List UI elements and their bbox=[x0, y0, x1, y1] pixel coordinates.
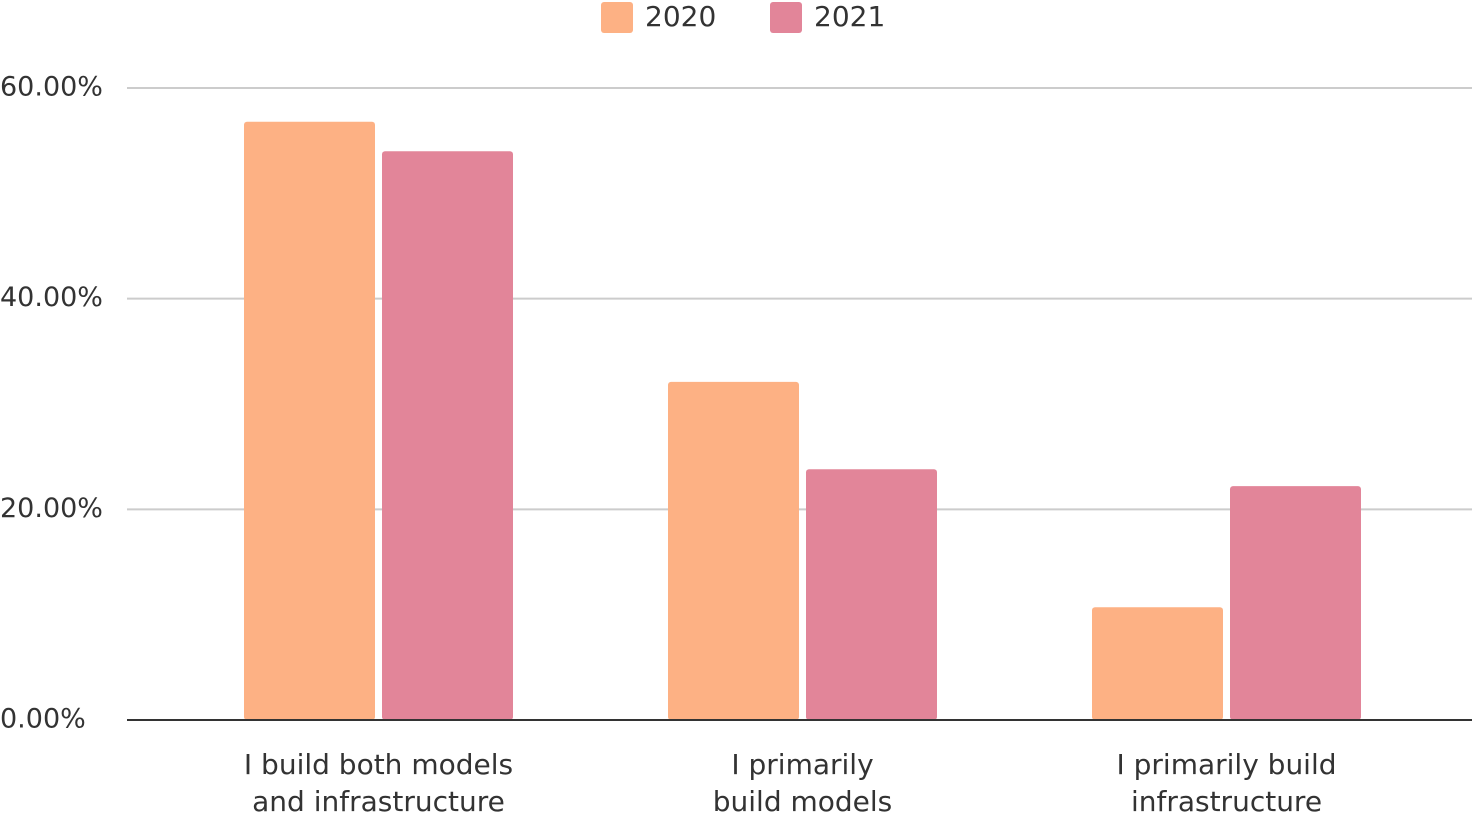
bars bbox=[244, 121, 1361, 720]
x-tick-label: I primarily bbox=[731, 748, 873, 781]
bar-2021-category-2 bbox=[806, 469, 937, 720]
y-tick-label: 60.00% bbox=[0, 72, 103, 103]
y-tick-label: 40.00% bbox=[0, 282, 103, 313]
x-tick-label: and infrastructure bbox=[252, 785, 505, 818]
bar-2020-category-1 bbox=[244, 121, 375, 720]
y-tick-label: 0.00% bbox=[0, 704, 86, 735]
bar-2020-category-3 bbox=[1092, 607, 1223, 720]
x-tick-label: I primarily build bbox=[1116, 748, 1336, 781]
x-tick-label: build models bbox=[713, 785, 893, 818]
y-tick-labels: 0.00% 20.00% 40.00% 60.00% bbox=[0, 72, 103, 735]
x-tick-label: I build both models bbox=[244, 748, 513, 781]
legend: 2020 2021 bbox=[601, 0, 885, 33]
legend-swatch-2021 bbox=[770, 2, 802, 33]
bar-2021-category-1 bbox=[382, 151, 513, 720]
bar-2021-category-3 bbox=[1230, 486, 1361, 720]
legend-label-2021: 2021 bbox=[814, 0, 885, 33]
bar-2020-category-2 bbox=[668, 381, 799, 720]
legend-swatch-2020 bbox=[601, 2, 633, 33]
legend-label-2020: 2020 bbox=[645, 0, 716, 33]
y-tick-label: 20.00% bbox=[0, 493, 103, 524]
x-tick-labels: I build both models and infrastructure I p… bbox=[244, 748, 1337, 818]
x-tick-label: infrastructure bbox=[1131, 785, 1322, 818]
